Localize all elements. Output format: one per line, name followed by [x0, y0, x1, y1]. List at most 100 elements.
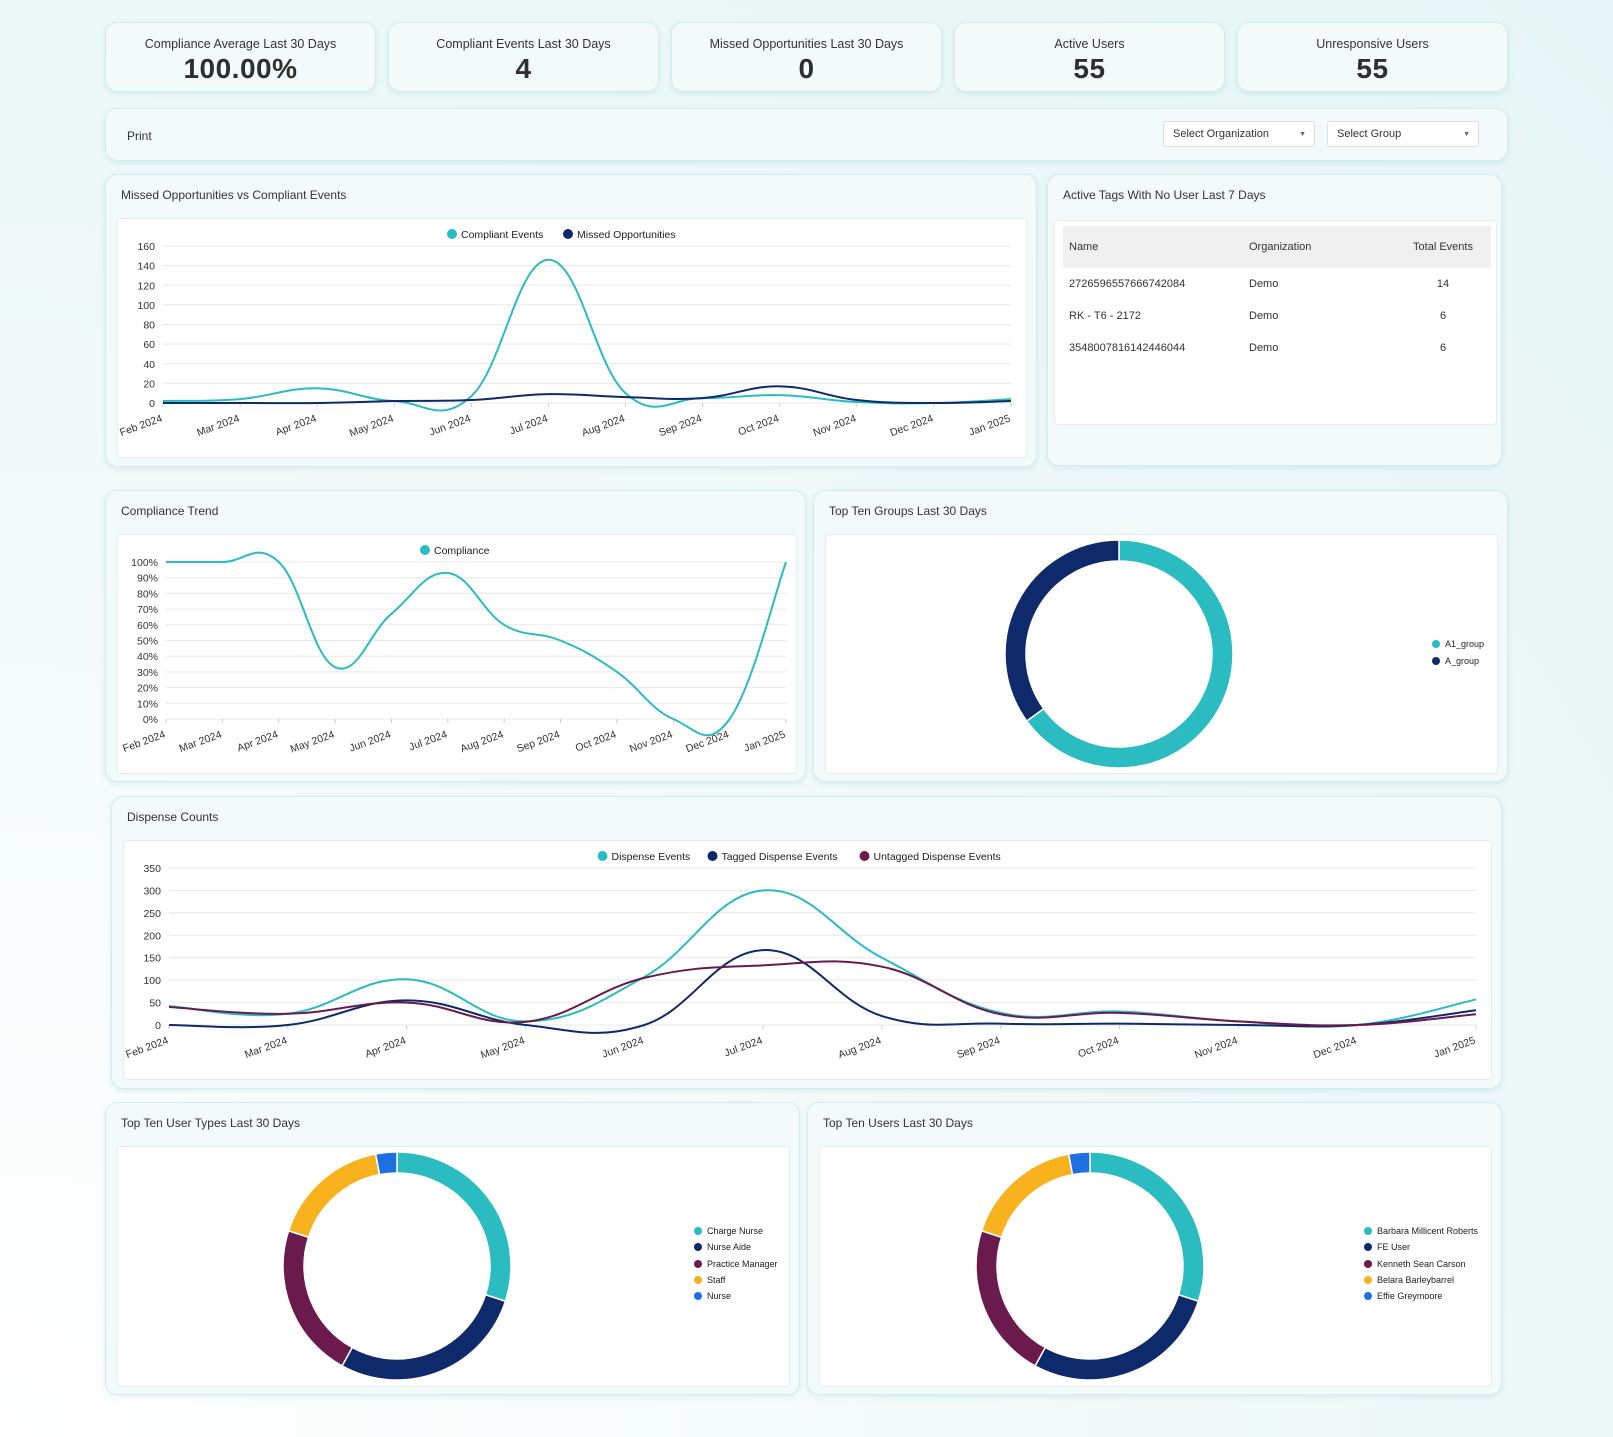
compliance-trend-panel: Compliance Trend Compliance 0% 10% 20% 30% 40… — [105, 490, 806, 782]
legend-dot — [447, 229, 457, 239]
x-tick-label: Dec 2024 — [1312, 1034, 1358, 1061]
table-row[interactable]: 3548007816142446044 Demo 6 — [1063, 332, 1491, 364]
column-header-total-events[interactable]: Total Events — [1395, 226, 1491, 268]
legend-dot — [1364, 1292, 1372, 1300]
legend-dot — [859, 851, 870, 861]
print-button[interactable]: Print — [127, 129, 152, 143]
y-tick-label: 50% — [137, 636, 158, 648]
tag-name: 2726596557666742084 — [1069, 278, 1186, 290]
panel-title: Dispense Counts — [127, 810, 219, 824]
legend-item[interactable]: A_group — [1432, 656, 1479, 666]
chart-area: Compliance 0% 10% 20% 30% 40% 50% 60% 70% 80% 90% 1… — [117, 534, 797, 774]
x-tick-label: Oct 2024 — [737, 412, 781, 438]
legend-dot — [1364, 1243, 1372, 1251]
legend-label: Belara Barleybarrel — [1377, 1275, 1455, 1285]
kpi-card-missed-opportunities: Missed Opportunities Last 30 Days 0 — [671, 22, 942, 92]
series-line-compliance — [165, 551, 787, 737]
top-groups-panel: Top Ten Groups Last 30 Days A1_group A_g… — [813, 490, 1508, 782]
legend-item[interactable]: Belara Barleybarrel — [1364, 1275, 1454, 1285]
table-row[interactable]: 2726596557666742084 Demo 14 — [1063, 268, 1491, 300]
x-tick-label: Sep 2024 — [955, 1034, 1002, 1061]
legend-label: Nurse — [707, 1291, 732, 1301]
legend-item[interactable]: A1_group — [1432, 639, 1484, 649]
x-tick-label: Jun 2024 — [428, 412, 473, 438]
x-tick-label: Jun 2024 — [348, 728, 393, 754]
legend-item[interactable]: Barbara Millicent Roberts — [1364, 1226, 1478, 1236]
legend-item[interactable]: Practice Manager — [694, 1259, 778, 1269]
kpi-label: Compliant Events Last 30 Days — [436, 37, 611, 51]
y-tick-label: 100% — [131, 557, 158, 569]
top-user-types-panel: Top Ten User Types Last 30 Days Charge N… — [105, 1102, 800, 1395]
x-tick-label: May 2024 — [348, 412, 396, 439]
select-group-label: Select Group — [1337, 128, 1402, 140]
x-tick-label: May 2024 — [289, 728, 337, 755]
legend-dot — [1432, 657, 1440, 665]
x-tick-label: Jul 2024 — [508, 412, 550, 437]
select-group-dropdown[interactable]: Select Group ▼ — [1327, 121, 1479, 147]
x-tick-label: Nov 2024 — [628, 728, 674, 755]
legend-item[interactable]: Staff — [694, 1275, 725, 1285]
legend-label: Practice Manager — [707, 1259, 778, 1269]
chart-area: Barbara Millicent Roberts FE User Kennet… — [819, 1146, 1492, 1387]
legend-item[interactable]: Charge Nurse — [694, 1226, 763, 1236]
chart-area: Compliant Events Missed Opportunities 0 20 4… — [117, 218, 1027, 458]
kpi-value: 4 — [515, 53, 532, 84]
x-tick-label: Mar 2024 — [178, 728, 224, 755]
y-tick-label: 90% — [137, 573, 158, 585]
kpi-card-compliant-events: Compliant Events Last 30 Days 4 — [388, 22, 659, 92]
panel-title: Top Ten Users Last 30 Days — [823, 1116, 973, 1130]
column-header-organization[interactable]: Organization — [1243, 226, 1395, 268]
x-tick-label: May 2024 — [479, 1034, 527, 1061]
legend-label: Tagged Dispense Events — [722, 851, 838, 863]
y-tick-label: 150 — [143, 953, 161, 965]
legend-label: Staff — [707, 1275, 726, 1285]
table-area: Name Organization Total Events 272659655… — [1054, 220, 1497, 425]
x-tick-label: Apr 2024 — [274, 412, 318, 438]
x-tick-label: Jul 2024 — [407, 728, 449, 753]
table-row[interactable]: RK - T6 - 2172 Demo 6 — [1063, 300, 1491, 332]
series-line-compliant-events — [162, 258, 1012, 412]
tag-name: 3548007816142446044 — [1069, 342, 1186, 354]
x-tick-label: Feb 2024 — [118, 412, 164, 439]
legend-item[interactable]: Nurse — [694, 1291, 731, 1301]
select-organization-dropdown[interactable]: Select Organization ▼ — [1163, 121, 1315, 147]
chart-area: A1_group A_group — [825, 534, 1498, 774]
tag-total-events: 6 — [1439, 310, 1447, 322]
legend-item[interactable]: Nurse Aide — [694, 1242, 751, 1252]
x-tick-label: Jan 2025 — [742, 728, 787, 754]
kpi-card-active-users: Active Users 55 — [954, 22, 1225, 92]
kpi-label: Compliance Average Last 30 Days — [144, 37, 337, 51]
donut-slice-staff — [287, 1153, 381, 1239]
y-tick-label: 160 — [137, 241, 155, 253]
missed-vs-compliant-chart: Compliant Events Missed Opportunities 0 20 4… — [118, 229, 1012, 440]
legend-dot — [1364, 1260, 1372, 1268]
x-tick-label: Sep 2024 — [515, 728, 562, 755]
legend-label: Barbara Millicent Roberts — [1377, 1226, 1479, 1236]
legend-dot — [694, 1227, 702, 1235]
y-tick-label: 20 — [143, 378, 155, 390]
x-tick-label: Jun 2024 — [601, 1034, 646, 1060]
x-tick-label: Nov 2024 — [1193, 1034, 1239, 1061]
kpi-card-unresponsive-users: Unresponsive Users 55 — [1237, 22, 1508, 92]
kpi-card-compliance-average: Compliance Average Last 30 Days 100.00% — [105, 22, 376, 92]
legend-item[interactable]: Kenneth Sean Carson — [1364, 1259, 1466, 1269]
x-tick-label: Jan 2025 — [967, 412, 1012, 438]
legend-item[interactable]: Effie Greymoore — [1364, 1291, 1442, 1301]
table-header-row: Name Organization Total Events — [1063, 226, 1491, 268]
active-tags-panel: Active Tags With No User Last 7 Days Nam… — [1047, 174, 1502, 466]
top-users-panel: Top Ten Users Last 30 Days Barbara Milli… — [807, 1102, 1502, 1395]
compliance-trend-chart: Compliance 0% 10% 20% 30% 40% 50% 60% 70% 80% 90% 1… — [121, 545, 787, 756]
missed-vs-compliant-panel: Missed Opportunities vs Compliant Events… — [105, 174, 1037, 467]
y-tick-label: 0 — [149, 398, 155, 410]
x-tick-label: Jul 2024 — [723, 1034, 765, 1059]
x-tick-label: Nov 2024 — [811, 412, 857, 439]
y-tick-label: 140 — [137, 261, 155, 273]
legend-item[interactable]: FE User — [1364, 1242, 1410, 1252]
y-tick-label: 10% — [137, 698, 158, 710]
column-header-name[interactable]: Name — [1063, 226, 1243, 268]
x-tick-label: Dec 2024 — [889, 412, 935, 439]
donut-slice-nurse-aide — [341, 1293, 507, 1381]
y-tick-label: 100 — [137, 300, 155, 312]
tag-organization: Demo — [1249, 278, 1279, 290]
y-tick-label: 50 — [149, 998, 161, 1010]
